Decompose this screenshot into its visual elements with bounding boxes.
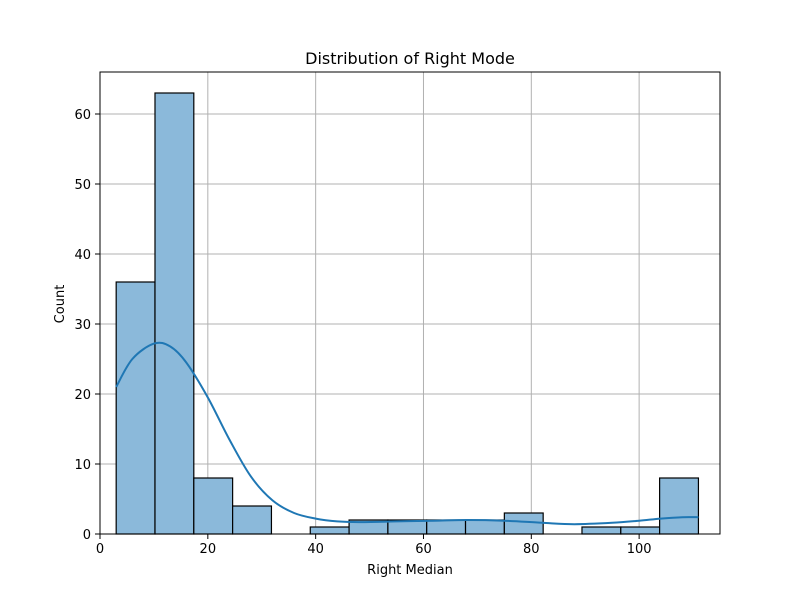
x-tick-label: 60 <box>415 542 432 557</box>
y-tick-label: 60 <box>74 108 91 123</box>
histogram-bar <box>193 477 234 535</box>
y-ticks: 0 10 20 30 40 50 60 <box>74 108 100 543</box>
y-tick-label: 40 <box>74 248 91 263</box>
x-tick-label: 20 <box>200 542 217 557</box>
histogram-bar <box>464 519 505 535</box>
histogram-bar <box>581 526 622 535</box>
y-tick-label: 50 <box>74 178 91 193</box>
y-tick-label: 30 <box>74 318 91 333</box>
x-tick-label: 0 <box>96 542 104 557</box>
histogram-bar <box>426 519 467 535</box>
histogram-bar <box>659 477 700 535</box>
histogram-bar <box>232 505 273 535</box>
histogram-bar <box>115 281 156 535</box>
x-tick-label: 80 <box>523 542 540 557</box>
y-tick-label: 10 <box>74 458 91 473</box>
chart-title: Distribution of Right Mode <box>305 49 515 68</box>
y-axis-label: Count <box>53 285 68 324</box>
kde-layer <box>115 341 699 526</box>
x-ticks: 0 20 40 60 80 100 <box>96 534 652 557</box>
y-tick-label: 20 <box>74 388 91 403</box>
histogram-bar <box>309 526 350 535</box>
x-tick-label: 40 <box>307 542 324 557</box>
grid-layer <box>99 72 720 535</box>
kde-curve <box>115 341 699 526</box>
x-tick-label: 100 <box>627 542 652 557</box>
bars-layer <box>115 92 700 535</box>
histogram-bar <box>620 526 661 535</box>
y-tick-label: 0 <box>83 528 91 543</box>
x-axis-label: Right Median <box>367 563 453 578</box>
histogram-bar <box>154 92 195 535</box>
plot-frame <box>99 71 721 535</box>
